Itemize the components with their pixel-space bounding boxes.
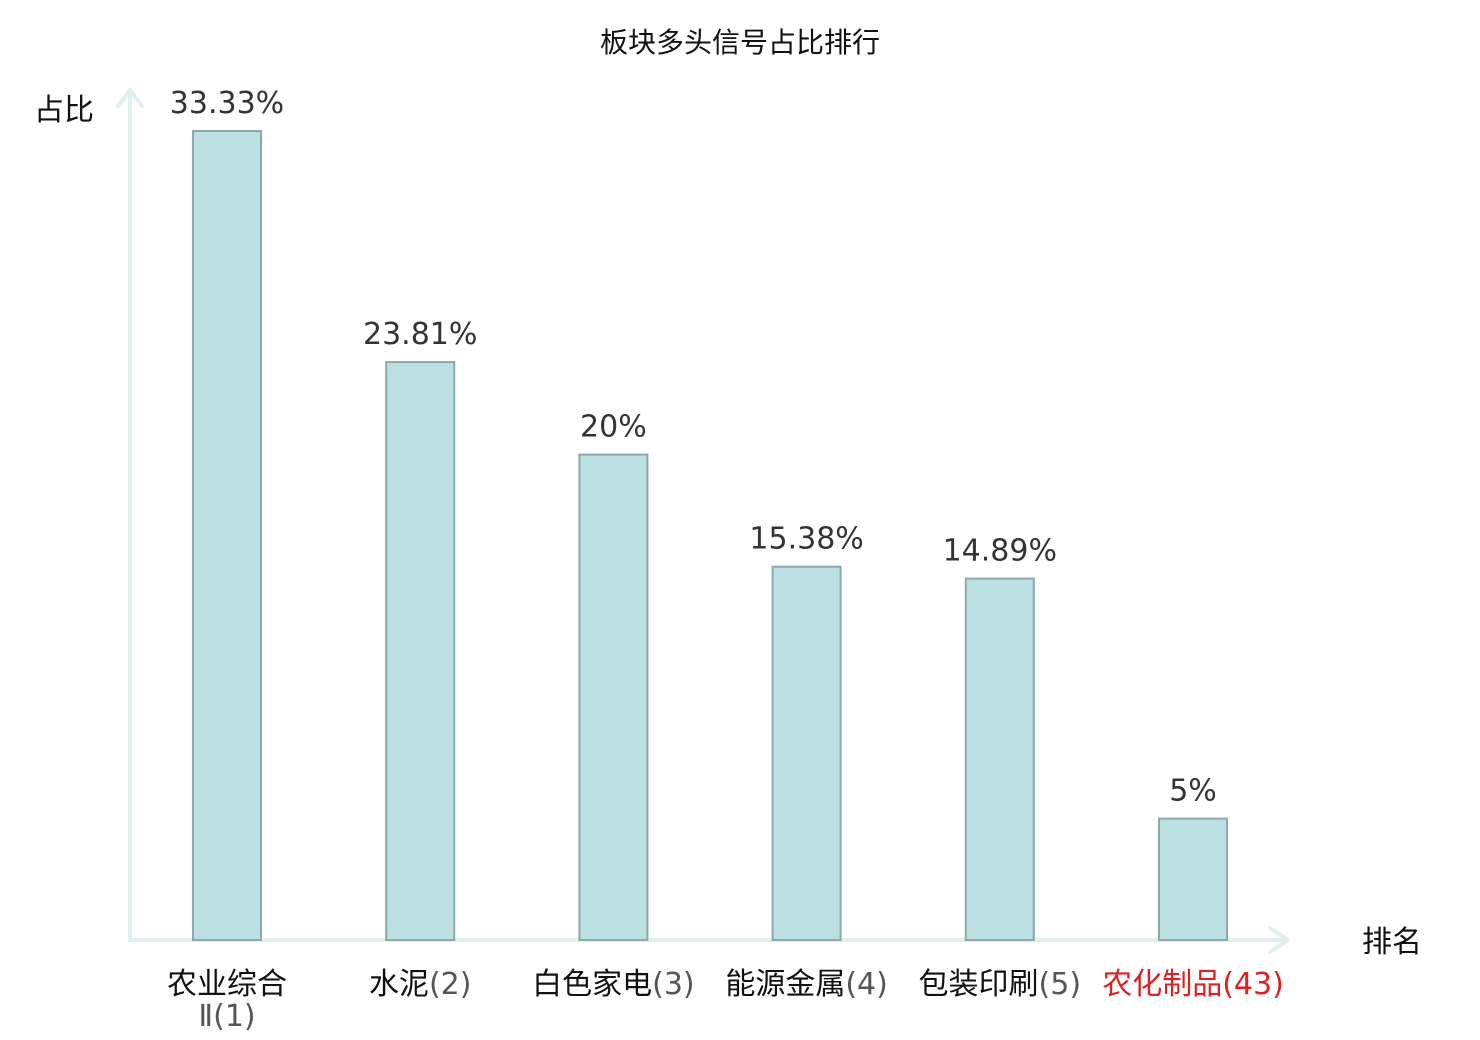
data-label: 5% — [1169, 774, 1217, 809]
category-name: 农化制品 — [1102, 967, 1222, 1002]
data-label: 15.38% — [749, 522, 863, 557]
bar — [771, 565, 842, 941]
x-axis-label: 排名 — [1362, 925, 1422, 960]
bar — [578, 453, 649, 941]
bar — [964, 577, 1035, 941]
value-labels-group: 33.33% 23.81% 20% 15.38% 14.89% 5% — [170, 86, 1217, 809]
category-label: 农业综合 — [167, 967, 287, 1002]
category-rank: (4) — [845, 967, 888, 1002]
category-rank: (3) — [652, 967, 695, 1002]
category-rank: (43) — [1222, 967, 1284, 1002]
category-rank: (5) — [1039, 967, 1082, 1002]
bars-group — [192, 130, 1228, 942]
bar — [192, 130, 262, 941]
y-axis-arrow — [116, 88, 144, 108]
category-label: 白色家电(3) — [532, 967, 695, 1002]
category-label: 包装印刷(5) — [919, 967, 1082, 1002]
category-name: 包装印刷 — [919, 967, 1039, 1002]
y-axis-label: 占比 — [34, 93, 94, 128]
category-name: 白色家电 — [532, 967, 652, 1002]
chart-title: 板块多头信号占比排行 — [600, 26, 880, 59]
data-label: 20% — [580, 410, 647, 445]
data-label: 23.81% — [363, 317, 477, 352]
category-rank: Ⅱ(1) — [198, 999, 255, 1034]
data-label: 33.33% — [170, 86, 284, 121]
category-label: 农化制品(43) — [1102, 967, 1284, 1002]
category-label: 能源金属(4) — [725, 967, 888, 1002]
data-label: 14.89% — [943, 534, 1057, 569]
bar — [385, 361, 456, 942]
category-label: 水泥(2) — [369, 967, 472, 1002]
category-name: 水泥 — [369, 967, 429, 1002]
category-rank: (2) — [429, 967, 472, 1002]
x-axis-arrow — [1268, 926, 1290, 954]
bar — [1158, 817, 1228, 941]
category-name: 能源金属 — [725, 967, 845, 1002]
